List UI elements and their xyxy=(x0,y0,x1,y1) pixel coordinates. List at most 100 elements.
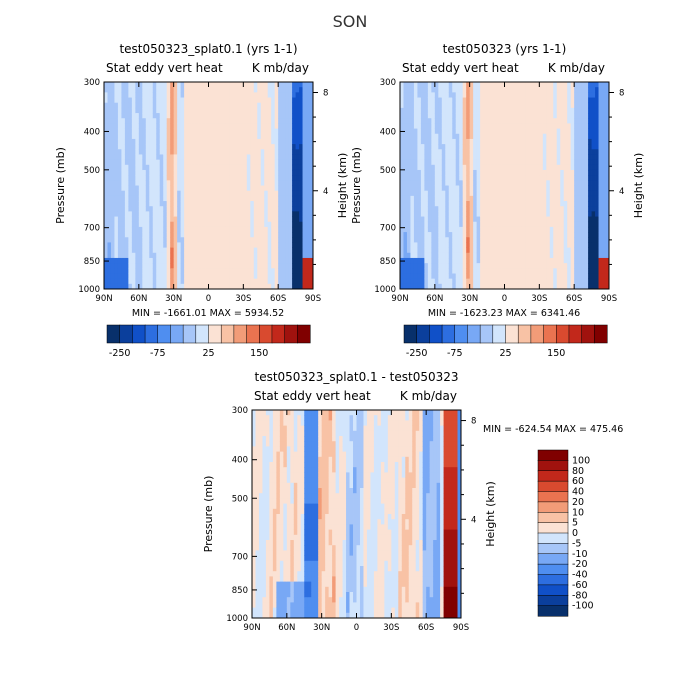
heatmap-cell xyxy=(229,118,234,124)
heatmap-cell xyxy=(400,82,404,88)
heatmap-cell xyxy=(549,154,554,161)
heatmap-cell xyxy=(110,138,115,145)
heatmap-cell xyxy=(252,566,256,572)
heatmap-cell xyxy=(309,195,314,202)
heatmap-cell xyxy=(131,268,136,274)
heatmap-cell xyxy=(225,237,230,243)
heatmap-cell xyxy=(452,159,457,166)
heatmap-cell xyxy=(211,82,216,88)
heatmap-cell xyxy=(445,185,450,192)
heatmap-cell xyxy=(598,278,603,285)
heatmap-cell xyxy=(107,113,112,119)
heatmap-cell xyxy=(528,257,533,264)
heatmap-cell xyxy=(173,257,178,264)
heatmap-cell xyxy=(110,232,115,238)
heatmap-cell xyxy=(591,113,596,119)
heatmap-cell xyxy=(121,206,126,212)
heatmap-cell xyxy=(598,82,603,88)
heatmap-cell xyxy=(232,128,237,135)
heatmap-cell xyxy=(417,144,422,150)
heatmap-cell xyxy=(285,180,290,186)
heatmap-cell xyxy=(142,283,147,290)
heatmap-cell xyxy=(514,237,519,243)
heatmap-cell xyxy=(560,180,565,186)
heatmap-cell xyxy=(420,232,425,238)
heatmap-cell xyxy=(501,180,505,186)
heatmap-cell xyxy=(149,216,154,223)
heatmap-cell xyxy=(574,82,579,88)
heatmap-cell xyxy=(546,102,551,109)
heatmap-cell xyxy=(110,133,115,140)
heatmap-cell xyxy=(532,175,537,181)
heatmap-cell xyxy=(302,247,307,254)
heatmap-cell xyxy=(239,268,244,274)
heatmap-cell xyxy=(438,102,443,109)
heatmap-cell xyxy=(138,180,143,186)
heatmap-cell xyxy=(274,195,279,202)
heatmap-cell xyxy=(560,154,565,161)
heatmap-cell xyxy=(205,232,209,238)
heatmap-cell xyxy=(518,159,523,166)
heatmap-cell xyxy=(504,232,509,238)
heatmap-cell xyxy=(274,190,279,197)
heatmap-cell xyxy=(288,149,293,155)
heatmap-cell xyxy=(424,87,429,93)
heatmap-cell xyxy=(459,216,464,223)
heatmap-cell xyxy=(501,97,505,104)
heatmap-cell xyxy=(292,164,296,171)
heatmap-cell xyxy=(591,97,596,104)
heatmap-cell xyxy=(424,211,429,217)
heatmap-cell xyxy=(445,226,450,233)
heatmap-cell xyxy=(309,252,314,259)
heatmap-cell xyxy=(403,283,408,290)
heatmap-cell xyxy=(135,185,140,192)
heatmap-cell xyxy=(487,144,491,150)
heatmap-cell xyxy=(117,283,122,290)
heatmap-cell xyxy=(591,102,596,109)
heatmap-cell xyxy=(507,164,512,171)
heatmap-cell xyxy=(525,118,530,124)
heatmap-cell xyxy=(553,128,558,135)
heatmap-cell xyxy=(104,252,108,259)
heatmap-cell xyxy=(602,185,606,192)
heatmap-cell xyxy=(211,195,216,202)
heatmap-cell xyxy=(560,113,565,119)
heatmap-cell xyxy=(546,149,551,155)
heatmap-cell xyxy=(532,118,537,124)
heatmap-cell xyxy=(452,206,457,212)
heatmap-cell xyxy=(285,128,290,135)
heatmap-cell xyxy=(243,97,248,104)
heatmap-cell xyxy=(260,211,265,217)
heatmap-cell xyxy=(417,247,422,254)
heatmap-cell xyxy=(535,138,540,145)
colorbar-swatch xyxy=(233,324,248,344)
heatmap-cell xyxy=(490,138,495,145)
heatmap-cell xyxy=(466,118,471,124)
heatmap-cell xyxy=(476,154,481,161)
heatmap-cell xyxy=(476,195,481,202)
heatmap-cell xyxy=(445,169,450,176)
heatmap-cell xyxy=(469,242,474,248)
heatmap-cell xyxy=(532,201,537,207)
heatmap-cell xyxy=(584,190,589,197)
heatmap-cell xyxy=(142,169,147,176)
heatmap-cell xyxy=(285,123,290,129)
heatmap-cell xyxy=(107,175,112,181)
heatmap-cell xyxy=(427,149,432,155)
heatmap-cell xyxy=(246,221,251,228)
heatmap-cell xyxy=(236,226,241,233)
heatmap-cell xyxy=(110,257,115,264)
heatmap-cell xyxy=(124,102,129,109)
heatmap-cell xyxy=(309,144,314,150)
heatmap-cell xyxy=(466,107,471,114)
heatmap-cell xyxy=(177,138,182,145)
heatmap-cell xyxy=(131,195,136,202)
heatmap-cell xyxy=(556,247,561,254)
heatmap-cell xyxy=(285,133,290,140)
heatmap-cell xyxy=(288,257,293,264)
heatmap-cell xyxy=(232,201,237,207)
heatmap-cell xyxy=(253,268,258,274)
heatmap-cell xyxy=(542,278,547,285)
heatmap-cell xyxy=(427,273,432,280)
heatmap-cell xyxy=(584,97,589,104)
